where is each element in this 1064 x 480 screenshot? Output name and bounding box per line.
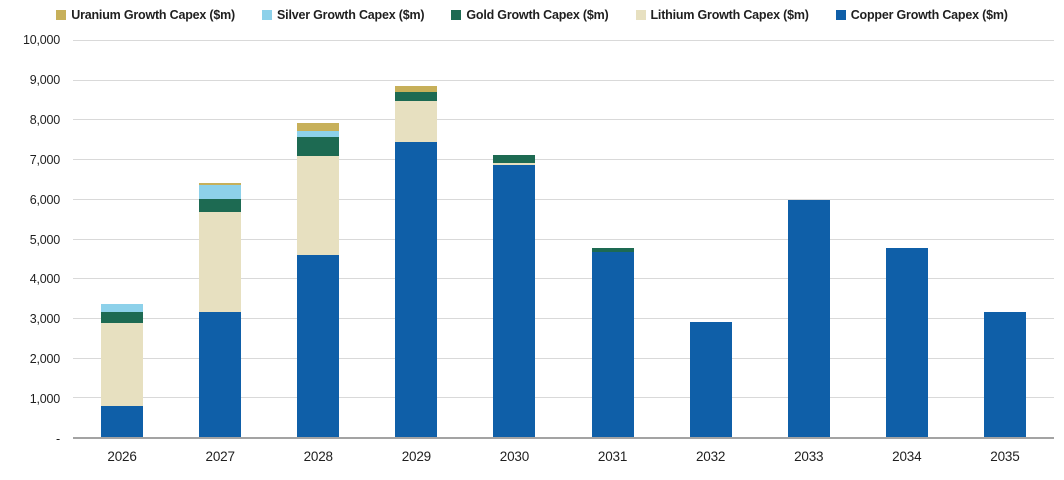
- stacked-bar-2034: [885, 40, 928, 437]
- chart-legend: Uranium Growth Capex ($m) Silver Growth C…: [0, 8, 1064, 22]
- y-tick-label: 6,000: [29, 192, 60, 207]
- x-axis: 2026 2027 2028 2029 2030 2031 2032 2033 2034 2035: [73, 449, 1054, 464]
- x-axis-label: 2027: [205, 449, 235, 464]
- bar-slot-2032: [662, 40, 760, 437]
- bar-segment-copper: [297, 255, 340, 437]
- bar-segment-silver: [101, 304, 144, 312]
- bar-segment-uranium: [395, 86, 438, 93]
- bar-segment-gold: [199, 199, 242, 213]
- x-axis-label: 2026: [107, 449, 137, 464]
- gridline: [73, 119, 1054, 121]
- stacked-bar-2031: [591, 40, 634, 437]
- legend-swatch-icon: [835, 10, 846, 20]
- bar-segment-gold: [395, 92, 438, 102]
- bar-segment-copper: [101, 406, 144, 437]
- y-tick-label: 10,000: [22, 33, 60, 47]
- bar-segment-lithium: [493, 162, 536, 166]
- plot-area: [73, 40, 1054, 439]
- bar-segment-copper: [395, 141, 438, 437]
- bar-slot-2031: [563, 40, 661, 437]
- bar-segment-uranium: [297, 122, 340, 131]
- y-tick-label: 9,000: [29, 72, 60, 87]
- x-axis-label: 2029: [401, 449, 431, 464]
- bar-slot-2033: [760, 40, 858, 437]
- bar-slot-2028: [269, 40, 367, 437]
- bar-slot-2035: [956, 40, 1054, 437]
- y-tick-label: -: [56, 432, 60, 446]
- legend-item-silver: Silver Growth Capex ($m): [262, 8, 425, 22]
- legend-swatch-icon: [635, 10, 646, 20]
- bar-segment-copper: [787, 200, 830, 437]
- gridline: [73, 198, 1054, 200]
- gridline: [73, 317, 1054, 319]
- gridline: [73, 159, 1054, 161]
- gridline: [73, 79, 1054, 81]
- bar-segment-gold: [297, 136, 340, 156]
- legend-label: Uranium Growth Capex ($m): [71, 8, 236, 22]
- stacked-bar-2028: [297, 40, 340, 437]
- stacked-bar-2027: [199, 40, 242, 437]
- bar-slot-2030: [465, 40, 563, 437]
- legend-label: Silver Growth Capex ($m): [277, 8, 425, 22]
- gridline: [73, 278, 1054, 280]
- legend-item-gold: Gold Growth Capex ($m): [451, 8, 609, 22]
- bar-slot-2034: [858, 40, 956, 437]
- y-tick-label: 8,000: [29, 112, 60, 127]
- bar-slot-2027: [171, 40, 269, 437]
- legend-item-uranium: Uranium Growth Capex ($m): [56, 8, 235, 22]
- x-axis-label: 2033: [794, 449, 824, 464]
- legend-swatch-icon: [262, 10, 273, 20]
- bar-segment-copper: [199, 311, 242, 437]
- stacked-bar-2026: [101, 40, 144, 437]
- bar-segment-silver: [297, 130, 340, 137]
- bar-segment-uranium: [199, 182, 242, 186]
- gridline: [73, 357, 1054, 359]
- bar-segment-lithium: [101, 323, 144, 407]
- x-axis-label: 2035: [990, 449, 1020, 464]
- bar-segment-gold: [591, 248, 634, 253]
- x-axis-label: 2032: [695, 449, 726, 464]
- bar-segment-copper: [591, 252, 634, 437]
- y-tick-label: 1,000: [29, 392, 60, 407]
- bar-segment-silver: [199, 185, 242, 200]
- bar-slot-2029: [367, 40, 465, 437]
- y-axis: 10,000 9,000 8,000 7,000 6,000 5,000 4,000 3,00…: [0, 33, 60, 446]
- legend-label: Lithium Growth Capex ($m): [650, 8, 809, 22]
- bar-segment-gold: [101, 311, 144, 324]
- bar-segment-gold: [493, 155, 536, 163]
- y-tick-label: 3,000: [29, 312, 60, 327]
- x-axis-label: 2031: [597, 449, 628, 464]
- legend-item-copper: Copper Growth Capex ($m): [835, 8, 1008, 22]
- legend-swatch-icon: [451, 10, 462, 20]
- gridline: [73, 238, 1054, 240]
- y-tick-label: 2,000: [29, 352, 60, 367]
- x-axis-label: 2028: [303, 449, 333, 464]
- stacked-bar-2035: [983, 40, 1026, 437]
- gridline: [73, 40, 1054, 41]
- stacked-bar-2033: [787, 40, 830, 437]
- stacked-bar-2029: [395, 40, 438, 437]
- stacked-bar-2032: [689, 40, 732, 437]
- bar-segment-lithium: [395, 101, 438, 142]
- bar-segment-copper: [885, 248, 928, 437]
- legend-item-lithium: Lithium Growth Capex ($m): [635, 8, 809, 22]
- legend-label: Copper Growth Capex ($m): [850, 8, 1008, 22]
- y-tick-label: 4,000: [29, 272, 60, 287]
- legend-label: Gold Growth Capex ($m): [466, 8, 609, 22]
- bar-segment-lithium: [199, 212, 242, 312]
- stacked-bar-2030: [493, 40, 536, 437]
- x-axis-label: 2030: [499, 449, 530, 464]
- x-axis-label: 2034: [892, 449, 922, 464]
- bar-slot-2026: [73, 40, 171, 437]
- y-tick-label: 5,000: [29, 232, 60, 247]
- bar-segment-copper: [689, 322, 732, 437]
- bar-segment-lithium: [297, 155, 340, 256]
- bar-segment-copper: [493, 165, 536, 437]
- bar-segment-copper: [983, 311, 1026, 437]
- legend-swatch-icon: [56, 10, 67, 20]
- gridline: [73, 397, 1054, 399]
- y-tick-label: 7,000: [29, 152, 60, 167]
- bars-layer: [73, 40, 1054, 437]
